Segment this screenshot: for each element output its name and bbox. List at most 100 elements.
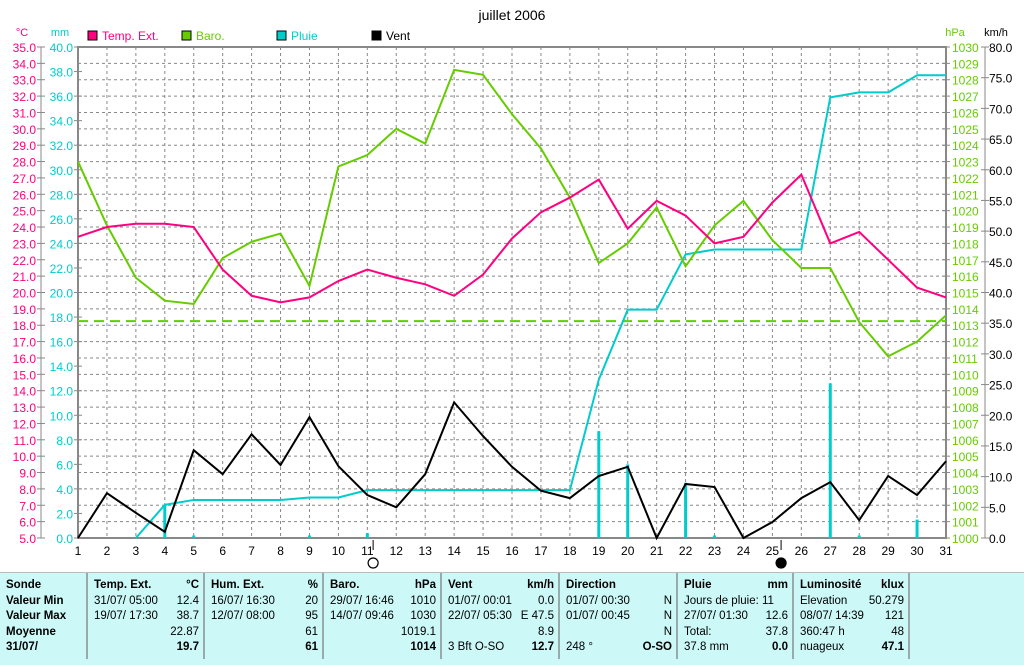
axis-unit-rain: mm: [51, 27, 69, 39]
axis-label-temp: 11.0: [14, 434, 37, 448]
x-tick-label: 15: [476, 544, 490, 558]
table-row: Elevation 50.279: [800, 595, 904, 611]
axis-label-wind: 60.0: [989, 164, 1013, 178]
axis-label-rain: 40.0: [50, 41, 74, 55]
axis-label-wind: 10.0: [989, 471, 1013, 485]
axis-label-baro: 1011: [952, 352, 978, 366]
table-column-dir: Direction 01/07/ 00:30 N 01/07/ 00:45 N N 248 …: [560, 573, 678, 659]
table-row: 16/07/ 16:30 20: [211, 595, 318, 611]
cell-value: 48: [891, 625, 904, 638]
x-tick-label: 22: [679, 544, 693, 558]
axis-label-wind: 55.0: [989, 194, 1013, 208]
table-row: 3 Bft O-SO 12.7: [448, 641, 554, 657]
x-tick-label: 28: [853, 544, 867, 558]
table-row: 8.9: [448, 626, 554, 642]
axis-label-rain: 30.0: [50, 164, 74, 178]
axis-label-rain: 20.0: [50, 287, 74, 301]
table-row: 29/07/ 16:46 1010: [330, 595, 436, 611]
axis-label-temp: 32.0: [13, 90, 37, 104]
axis-label-baro: 1001: [952, 516, 979, 530]
axis-label-temp: 25.0: [13, 205, 37, 219]
cell-value: 95: [305, 610, 318, 622]
column-header: Hum. Ext.%: [211, 579, 318, 595]
x-tick-label: 29: [881, 544, 895, 558]
column-header: Pluie mm: [684, 579, 788, 595]
axis-label-temp: 26.0: [13, 188, 37, 202]
axis-unit-temp: °C: [16, 27, 28, 39]
cell-date: 01/07/ 00:01: [448, 594, 512, 607]
table-row: 22/07/ 05:30 E 47.5: [448, 610, 554, 626]
axis-label-baro: 1000: [952, 532, 979, 546]
axis-label-temp: 33.0: [13, 74, 37, 88]
axis-label-wind: 5.0: [989, 501, 1006, 515]
table-column-vent: Vent km/h 01/07/ 00:01 0.0 22/07/ 05:30 E 47.…: [442, 573, 560, 659]
legend-label: Temp. Ext.: [102, 29, 159, 43]
x-tick-label: 2: [104, 544, 111, 558]
cell-date: 12/07/ 08:00: [211, 610, 275, 622]
chart-title: juillet 2006: [478, 7, 546, 23]
cell-value: 12.7: [531, 641, 554, 653]
x-tick-label: 17: [534, 544, 548, 558]
cell-value: 12.4: [176, 594, 199, 607]
x-tick-label: 5: [190, 544, 197, 558]
axis-label-baro: 1027: [952, 90, 979, 104]
x-tick-label: 8: [277, 544, 284, 558]
axis-label-rain: 26.0: [50, 213, 74, 227]
table-row: 01/07/ 00:30 N: [566, 595, 672, 611]
column-header: Baro. hPa: [330, 579, 436, 595]
row-label: Valeur Min: [6, 594, 64, 607]
axis-label-baro: 1002: [952, 499, 979, 513]
axis-label-baro: 1014: [952, 303, 979, 317]
axis-label-rain: 2.0: [56, 507, 73, 521]
axis-label-rain: 22.0: [50, 262, 74, 276]
legend-swatch: [181, 30, 192, 41]
axis-label-baro: 1024: [952, 139, 979, 153]
x-tick-label: 20: [621, 544, 635, 558]
axis-label-temp: 6.0: [19, 516, 36, 530]
cell-date: 22/07/ 05:30: [448, 610, 512, 622]
axis-label-temp: 18.0: [13, 319, 37, 333]
axis-label-rain: 12.0: [50, 385, 74, 399]
wind-line: [77, 400, 947, 541]
column-header: Temp. Ext. °C: [94, 579, 199, 595]
table-row: 08/07/ 14:39 121: [800, 610, 904, 626]
table-row: 360:47 h 48: [800, 626, 904, 642]
table-row: 27/07/ 01:30 12.6: [684, 610, 788, 626]
table-row: Valeur Max: [6, 610, 82, 626]
cell-value: 50.279: [868, 594, 904, 607]
cell-date: 01/07/ 00:30: [566, 594, 630, 607]
table-row: Valeur Min: [6, 595, 82, 611]
cell-date: 19/07/ 17:30: [94, 610, 158, 622]
table-row: Moyenne: [6, 626, 82, 642]
axis-label-temp: 9.0: [19, 467, 36, 481]
cell-date: 360:47 h: [800, 625, 845, 638]
axis-label-baro: 1019: [952, 221, 979, 235]
table-row: Total: 37.8: [684, 626, 788, 642]
header-label: Hum. Ext.: [211, 579, 265, 591]
baro-line: [77, 68, 947, 358]
axis-label-rain: 36.0: [50, 90, 74, 104]
x-tick-label: 31: [939, 544, 953, 558]
axis-unit-wind: km/h: [984, 27, 1008, 39]
cell-value: 38.7: [176, 610, 199, 622]
table-row: 01/07/ 00:45 N: [566, 610, 672, 626]
axis-label-baro: 1028: [952, 74, 979, 88]
axis-label-wind: 80.0: [989, 41, 1013, 55]
column-header: Sonde: [6, 579, 82, 595]
axis-label-temp: 20.0: [13, 287, 37, 301]
axis-label-baro: 1025: [952, 123, 979, 137]
row-label: 31/07/: [6, 641, 38, 653]
axis-label-temp: 30.0: [13, 123, 37, 137]
axis-label-baro: 1006: [952, 434, 979, 448]
axis-label-temp: 31.0: [13, 106, 37, 120]
cell-value: 1014: [410, 641, 436, 653]
cell-value: 121: [884, 610, 904, 622]
cell-date: 16/07/ 16:30: [211, 594, 275, 607]
axis-label-rain: 32.0: [50, 139, 74, 153]
axis-label-rain: 10.0: [50, 409, 74, 423]
cell-value: 47.1: [881, 641, 904, 653]
table-column-baro: Baro. hPa 29/07/ 16:46 1010 14/07/ 09:46 1030…: [324, 573, 442, 659]
header-unit: °C: [186, 579, 199, 591]
legend-swatch: [371, 30, 382, 41]
